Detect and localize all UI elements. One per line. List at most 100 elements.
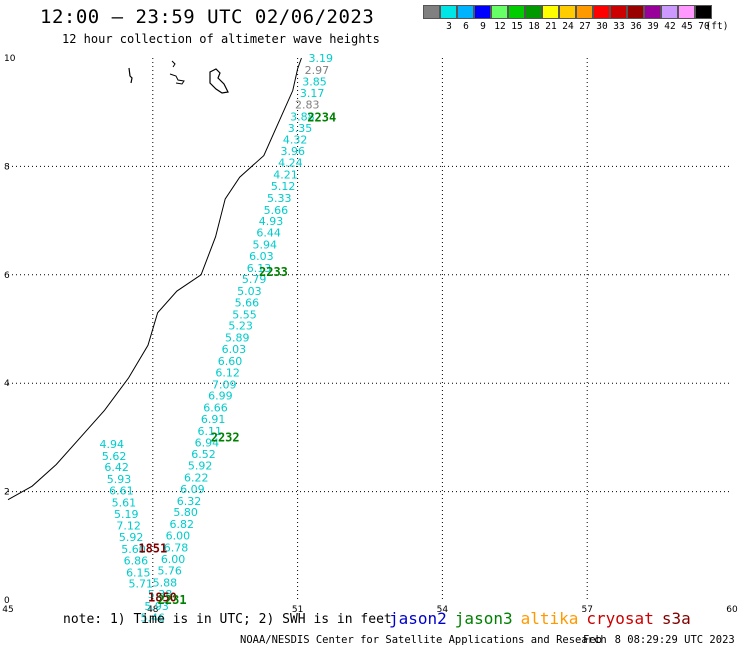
swh-value: 5.79 (242, 273, 267, 286)
y-tick-label: 0 (4, 596, 10, 606)
x-tick-label: 45 (2, 605, 13, 615)
legend-label: 24 (562, 21, 574, 32)
swh-value: 5.71 (128, 578, 153, 591)
y-tick-label: 8 (4, 162, 10, 172)
x-tick-label: 57 (581, 605, 592, 615)
legend-swatch (695, 5, 712, 19)
swh-value: 5.38 (148, 588, 173, 601)
swh-value: 6.32 (177, 495, 202, 508)
swh-value: 6.91 (201, 413, 226, 426)
swh-value: 6.03 (249, 250, 274, 263)
swh-value: 6.94 (195, 436, 220, 449)
island-outline (128, 67, 133, 84)
legend-label: 42 (664, 21, 676, 32)
track-label: 2231 (158, 593, 187, 607)
swh-value: 5.03 (237, 285, 262, 298)
swh-value: 5.76 (157, 565, 182, 578)
swh-value: 5.66 (264, 204, 289, 217)
satellite-cryosat: cryosat (586, 609, 654, 628)
swh-value: 4.94 (100, 438, 125, 451)
swh-value: 3.35 (288, 122, 313, 135)
satellite-jason3: jason3 (454, 609, 513, 628)
y-tick-label: 6 (4, 271, 10, 281)
legend-swatch (678, 5, 695, 19)
legend-swatch (559, 5, 576, 19)
swh-value: 5.88 (153, 577, 178, 590)
legend-label: 6 (463, 21, 469, 32)
swh-value: 3.17 (300, 87, 325, 100)
island-outline (169, 60, 185, 85)
swh-value: 6.82 (170, 518, 195, 531)
satellite-key: jason2 jason3 altika cryosat s3a (389, 609, 699, 628)
legend-label: 9 (480, 21, 486, 32)
swh-value: 5.80 (173, 506, 198, 519)
legend-swatch (627, 5, 644, 19)
swh-value: 5.93 (144, 600, 169, 613)
track-label: 2233 (259, 265, 288, 279)
swh-value: 6.66 (203, 402, 228, 415)
legend-label: 18 (528, 21, 540, 32)
swh-value: 4.93 (259, 215, 284, 228)
swh-value: 6.78 (164, 541, 189, 554)
legend-label: 36 (630, 21, 642, 32)
track-label: 2234 (307, 111, 336, 125)
legend-swatch (508, 5, 525, 19)
swh-value: 5.92 (119, 531, 144, 544)
legend-label: 30 (596, 21, 608, 32)
swh-value: 6.13 (247, 262, 272, 275)
swh-value: 3.19 (309, 52, 334, 65)
x-tick-label: 51 (292, 605, 303, 615)
swh-value: 6.86 (124, 554, 149, 567)
swh-value: 5.46 (141, 611, 166, 624)
legend-label: 45 (681, 21, 693, 32)
legend-swatch (576, 5, 593, 19)
swh-value: 2.83 (295, 99, 320, 112)
generated-timestamp: Feb 8 08:29:29 UTC 2023 (583, 634, 735, 646)
legend-label: 3 (446, 21, 452, 32)
coastline (7, 57, 302, 501)
swh-value: 4.21 (273, 169, 298, 182)
swh-value: 5.33 (267, 192, 292, 205)
swh-value: 6.42 (104, 461, 129, 474)
legend-label: 15 (511, 21, 523, 32)
legend-label: 12 (494, 21, 506, 32)
page-subtitle: 12 hour collection of altimeter wave hei… (62, 32, 380, 46)
swh-value: 5.66 (235, 296, 260, 309)
satellite-s3a: s3a (661, 609, 691, 628)
swh-value: 6.44 (256, 227, 281, 240)
y-tick-label: 10 (4, 54, 16, 64)
legend-label: 70 (698, 21, 710, 32)
legend-swatch (542, 5, 559, 19)
swh-value: 5.61 (112, 496, 137, 509)
swh-value: 6.09 (180, 483, 205, 496)
swh-value: 6.52 (191, 448, 216, 461)
swh-value: 5.62 (102, 450, 127, 463)
legend-unit: (ft) (705, 21, 729, 32)
swh-value: 3.85 (302, 75, 327, 88)
swh-value: 6.61 (109, 485, 134, 498)
swh-value: 6.60 (218, 355, 243, 368)
swh-value: 4.24 (278, 157, 303, 170)
swh-value: 5.23 (228, 320, 253, 333)
x-tick-label: 48 (147, 605, 159, 615)
swh-value: 5.89 (225, 332, 250, 345)
swh-value: 5.19 (114, 508, 139, 521)
legend-swatch (474, 5, 491, 19)
swh-value: 6.11 (198, 425, 223, 438)
swh-value: 6.99 (208, 390, 233, 403)
y-tick-label: 4 (4, 379, 10, 389)
credit-line: NOAA/NESDIS Center for Satellite Applica… (240, 634, 607, 646)
legend-label: 33 (613, 21, 625, 32)
swh-value: 3.88 (290, 111, 315, 124)
swh-value: 5.12 (271, 180, 296, 193)
legend-swatch (593, 5, 610, 19)
page-title: 12:00 – 23:59 UTC 02/06/2023 (40, 6, 375, 28)
track-label: 2232 (211, 430, 240, 444)
swh-value: 6.12 (215, 366, 240, 379)
legend-label: 27 (579, 21, 591, 32)
satellite-jason2: jason2 (389, 609, 447, 628)
legend-swatch (491, 5, 508, 19)
track-label: 1851 (138, 542, 167, 556)
legend-swatch (525, 5, 542, 19)
